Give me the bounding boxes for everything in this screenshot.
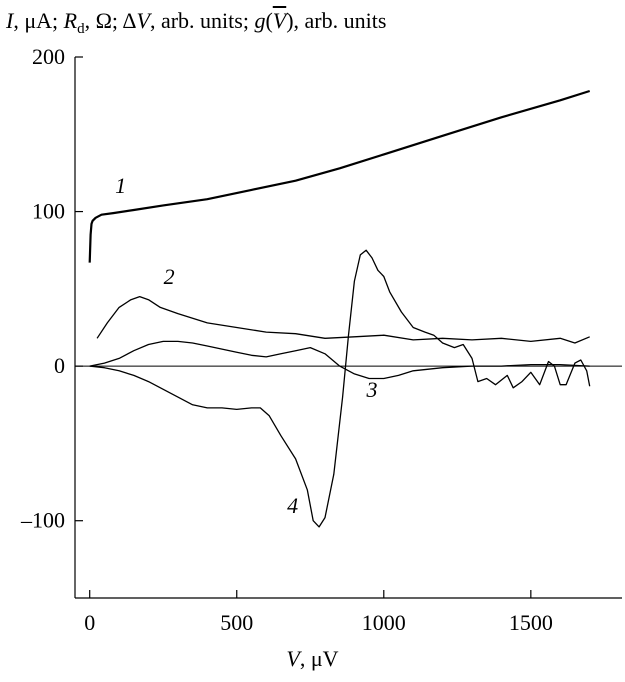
curve-label-2: 2 — [164, 264, 175, 289]
curve-label-3: 3 — [366, 377, 378, 402]
y-tick-label: 200 — [32, 44, 65, 69]
y-axis-label: I, μA; Rd, Ω; ΔV, arb. units; g(V), arb.… — [6, 8, 616, 40]
series-1-line — [88, 89, 591, 263]
ylabel-i-symbol: I — [6, 8, 14, 33]
y-tick-label: –100 — [20, 508, 65, 533]
x-tick-label: 500 — [220, 610, 253, 635]
series-4-line — [89, 249, 591, 528]
ylabel-g-unit: , arb. units — [293, 8, 387, 33]
xlabel-v-symbol: V — [286, 646, 300, 671]
curve-label-4: 4 — [287, 493, 298, 518]
curve-label-1: 1 — [115, 173, 126, 198]
x-tick-label: 0 — [84, 610, 95, 635]
ylabel-r-symbol: R — [63, 8, 78, 33]
ylabel-v-symbol: V — [136, 8, 150, 33]
series-3-line — [89, 340, 590, 380]
y-tick-label: 0 — [54, 353, 65, 378]
x-axis-label: V, μV — [0, 646, 625, 672]
xlabel-unit: , μV — [299, 646, 339, 671]
ylabel-r-unit: , Ω; Δ — [84, 8, 137, 33]
ylabel-i-unit: , μA; — [13, 8, 64, 33]
y-tick-label: 100 — [32, 199, 65, 224]
series-2-line — [96, 295, 590, 344]
ylabel-g-open: ( — [265, 8, 273, 33]
ylabel-r-subscript: d — [77, 21, 85, 37]
x-tick-label: 1000 — [362, 610, 406, 635]
x-tick-label: 1500 — [509, 610, 553, 635]
ylabel-g-argument: V — [272, 8, 287, 33]
ylabel-g-close: ) — [286, 8, 294, 33]
ylabel-v-unit: , arb. units; — [149, 8, 255, 33]
ylabel-g-symbol: g — [254, 8, 266, 33]
